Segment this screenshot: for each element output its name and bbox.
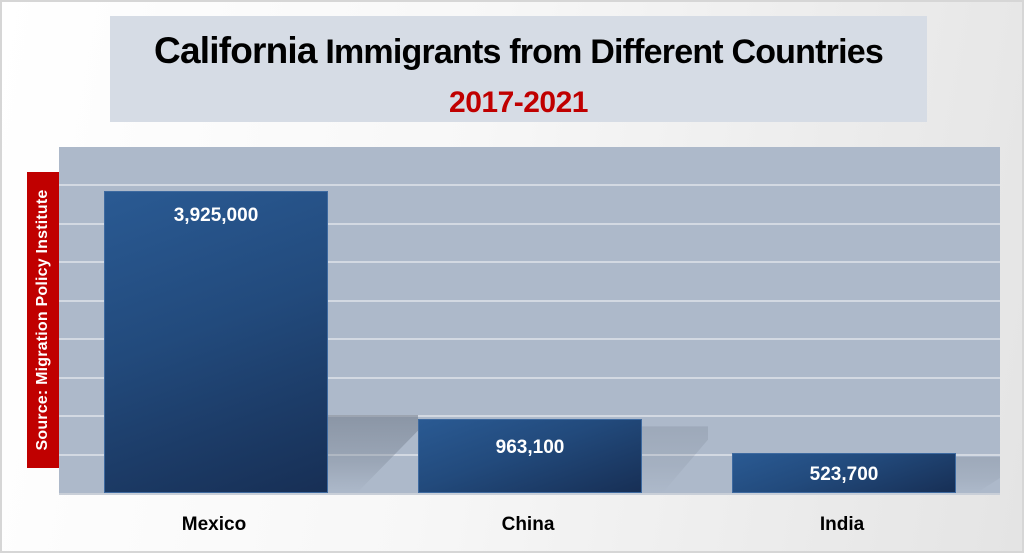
source-label-box: Source: Migration Policy Institute (27, 172, 59, 468)
source-label: Source: Migration Policy Institute (34, 189, 51, 451)
gridline (59, 376, 1000, 379)
gridline (59, 222, 1000, 225)
bar-shadow (638, 426, 708, 493)
bar-value-label: 963,100 (495, 436, 565, 458)
bar-shadow (952, 456, 1000, 493)
chart-title-rest: Immigrants from Different Countries (316, 33, 883, 71)
bar-mexico: 3,925,000 (104, 191, 328, 493)
gridline (59, 184, 1000, 187)
chart-title-box: California Immigrants from Different Cou… (110, 16, 927, 122)
bar-china: 963,100 (418, 418, 642, 493)
category-label-china: China (501, 514, 555, 535)
bar-india: 523,700 (732, 452, 956, 493)
gridline (59, 299, 1000, 302)
gridline (59, 415, 1000, 418)
category-label-india: India (819, 514, 865, 535)
category-label-mexico: Mexico (181, 514, 247, 535)
chart-subtitle: 2017-2021 (449, 86, 588, 119)
bar-value-label: 523,700 (809, 463, 879, 485)
plot-area: 3,925,000 963,100 523,700 (59, 147, 1000, 495)
chart-title-state: California (154, 30, 317, 71)
chart-title: California Immigrants from Different Cou… (110, 30, 927, 72)
gridline (59, 261, 1000, 264)
gridline (59, 338, 1000, 341)
bar-value-label: 3,925,000 (173, 205, 259, 227)
